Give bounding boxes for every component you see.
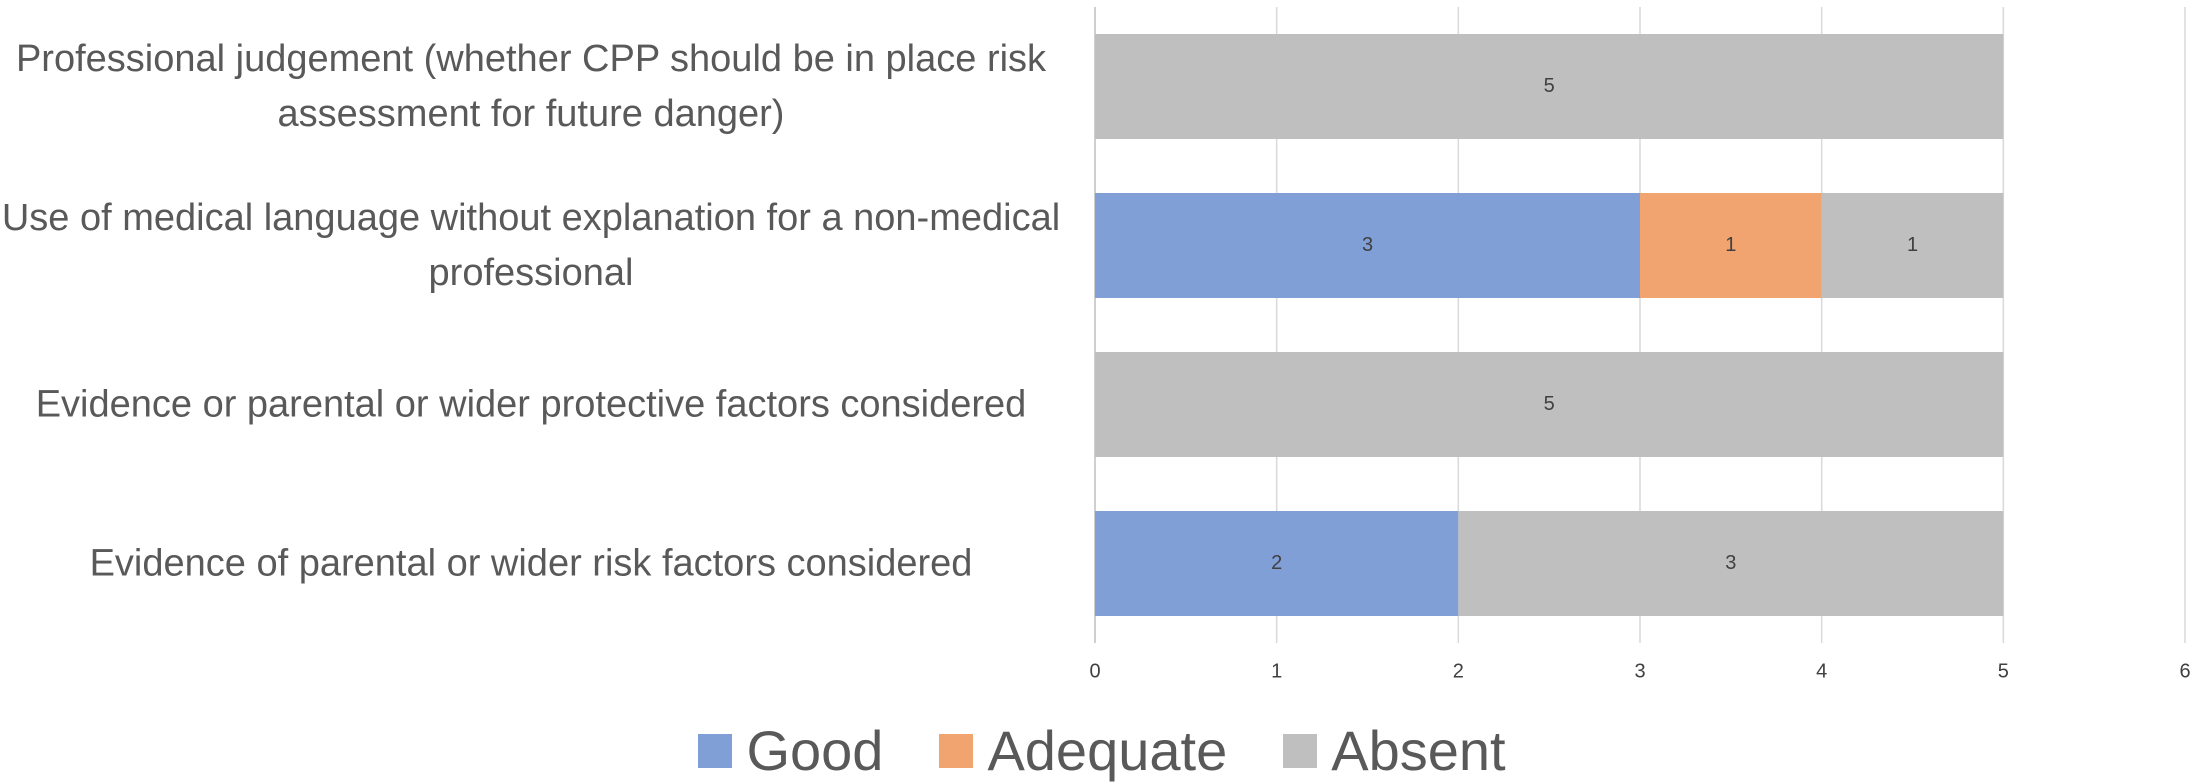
data-label: 1 bbox=[1907, 234, 1918, 256]
data-label: 3 bbox=[1362, 234, 1373, 256]
data-label: 1 bbox=[1725, 234, 1736, 256]
legend-swatch bbox=[1283, 733, 1318, 768]
x-tick-label: 3 bbox=[1634, 660, 1645, 682]
bar-segment bbox=[1095, 352, 2004, 457]
legend-swatch bbox=[939, 733, 974, 768]
bar-segment bbox=[1640, 193, 1822, 298]
legend: Good Adequate Absent bbox=[0, 718, 2204, 783]
legend-swatch bbox=[698, 733, 733, 768]
category-label: Evidence or parental or wider protective… bbox=[35, 382, 1027, 425]
data-label: 3 bbox=[1725, 552, 1736, 574]
data-label: 2 bbox=[1271, 552, 1282, 574]
legend-item: Good bbox=[698, 718, 883, 783]
x-tick-label: 5 bbox=[1998, 660, 2009, 682]
legend-item: Absent bbox=[1283, 718, 1506, 783]
category-label: Evidence of parental or wider risk facto… bbox=[89, 541, 973, 584]
legend-label: Good bbox=[746, 719, 884, 782]
x-tick-label: 0 bbox=[1089, 660, 1100, 682]
x-tick-label: 6 bbox=[2179, 660, 2190, 682]
bar-segment bbox=[1458, 511, 2004, 616]
bar-segment bbox=[1095, 193, 1640, 298]
x-tick-label: 1 bbox=[1271, 660, 1282, 682]
x-tick-label: 2 bbox=[1453, 660, 1464, 682]
category-label: Use of medical language without explanat… bbox=[1, 196, 1061, 294]
data-label: 5 bbox=[1544, 393, 1555, 415]
category-label: Professional judgement (whether CPP shou… bbox=[15, 37, 1047, 135]
data-label: 5 bbox=[1544, 75, 1555, 97]
bar-segment bbox=[1095, 511, 1459, 616]
legend-label: Absent bbox=[1331, 719, 1506, 782]
legend-item: Adequate bbox=[939, 718, 1227, 783]
bar-segment bbox=[1095, 34, 2004, 139]
x-tick-label: 4 bbox=[1816, 660, 1827, 682]
legend-label: Adequate bbox=[987, 719, 1228, 782]
bar-segment bbox=[1821, 193, 2004, 298]
